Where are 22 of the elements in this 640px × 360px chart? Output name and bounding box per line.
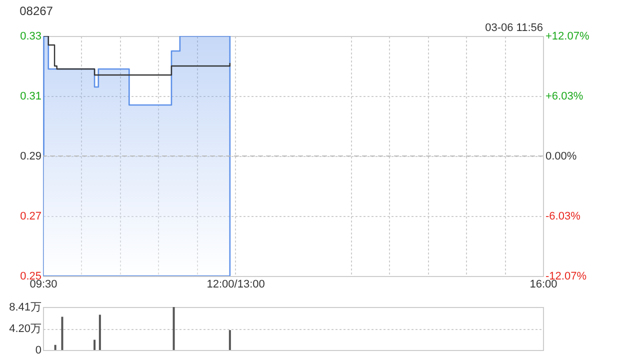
y-tick-label: 0 xyxy=(35,344,42,356)
y-tick-label: 0.31 xyxy=(20,90,42,102)
y2-tick-label: +6.03% xyxy=(546,90,584,103)
y-tick-label: 0.27 xyxy=(20,210,42,222)
y2-tick-label: 0.00% xyxy=(546,150,577,162)
chart-title: 08267 xyxy=(20,4,54,18)
bar xyxy=(172,307,175,350)
text: 03-06 11:56 xyxy=(485,22,543,34)
y-tick-label: 0.33 xyxy=(20,30,42,42)
y-tick-label: 4.20万 xyxy=(9,323,42,336)
bar xyxy=(61,316,64,350)
y-tick-label: 0.29 xyxy=(20,150,42,162)
bar xyxy=(94,340,96,350)
x-tick-label: 09:30 xyxy=(30,278,58,290)
bar xyxy=(54,344,56,350)
bar xyxy=(98,314,101,350)
y2-tick-label: +12.07% xyxy=(546,30,590,42)
y-tick-label: 8.41万 xyxy=(9,302,42,314)
bar xyxy=(228,330,231,350)
x-tick-label: 16:00 xyxy=(530,278,558,290)
x-tick-label: 12:00/13:00 xyxy=(206,278,265,290)
y2-tick-label: -6.03% xyxy=(546,210,581,222)
